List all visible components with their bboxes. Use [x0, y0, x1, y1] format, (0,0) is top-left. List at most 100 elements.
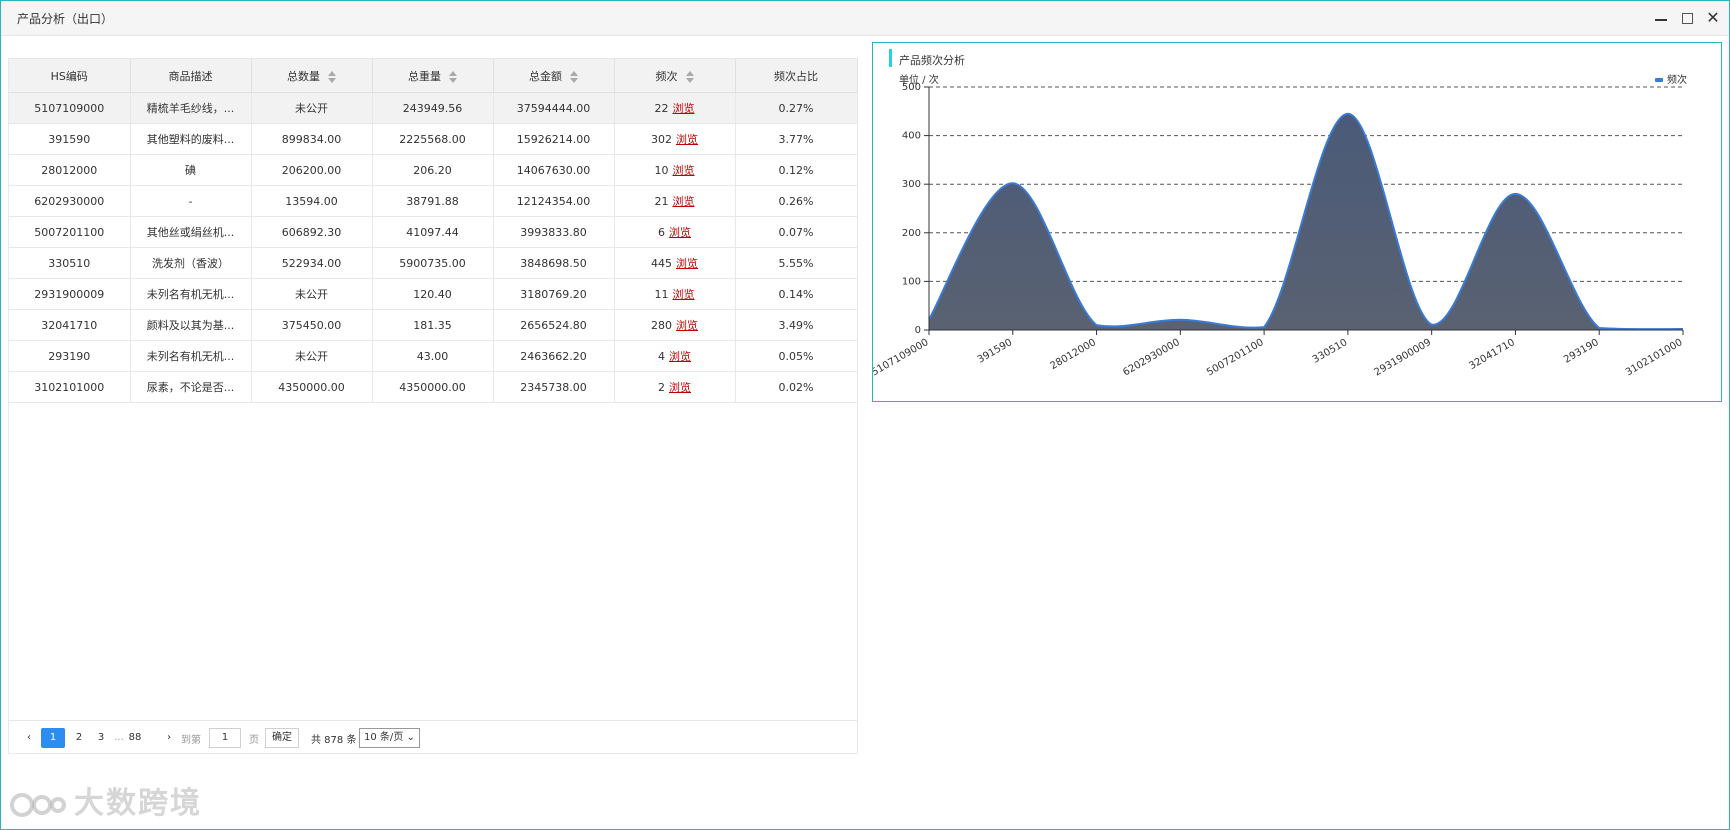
column-header-label: 商品描述 — [168, 69, 213, 83]
cell-freq: 302 浏览 — [614, 123, 736, 155]
column-header-label: HS编码 — [50, 69, 88, 83]
cell-value: 5007201100 — [34, 225, 105, 239]
maximize-icon[interactable] — [1679, 10, 1695, 26]
table-row[interactable]: 391590 其他塑料的废料... 899834.00 2225568.00 15926… — [9, 123, 858, 155]
title-bar: 产品分析（出口） ✕ — [1, 1, 1729, 36]
cell-desc: 洗发剂（香波） — [130, 247, 252, 279]
product-table: HS编码 商品描述 总数量 总重量 总金额 频次 频次占比 5107109000 精梳羊毛纱线… — [9, 59, 858, 403]
cell-desc: 其他塑料的废料... — [130, 123, 252, 155]
cell-qty: 未公开 — [251, 340, 373, 372]
page-size-select[interactable]: 10 条/页 ⌄ — [359, 728, 420, 748]
table-row[interactable]: 293190 未列名有机无机... 未公开 43.00 2463662.20 4 浏览 0.0… — [9, 340, 858, 372]
cell-value: 颜料及以其为基... — [146, 319, 235, 332]
cell-amount: 3848698.50 — [493, 247, 615, 279]
x-tick-label: 3102101000 — [1624, 337, 1685, 378]
cell-qty: 375450.00 — [251, 309, 373, 341]
column-header-label: 总金额 — [529, 69, 562, 83]
table-row[interactable]: 2931900009 未列名有机无机... 未公开 120.40 3180769.20 1… — [9, 278, 858, 310]
column-header-label: 频次占比 — [774, 69, 818, 83]
page-button-3[interactable]: 3 — [97, 732, 105, 743]
cell-amount: 2656524.80 — [493, 309, 615, 341]
cell-value: 293190 — [48, 349, 91, 363]
browse-link[interactable]: 浏览 — [676, 133, 698, 146]
sort-icon[interactable] — [328, 70, 336, 83]
cell-value: 43.00 — [416, 349, 449, 363]
sort-icon[interactable] — [570, 70, 578, 83]
cell-value: 3.77% — [778, 132, 814, 146]
cell-value: 32041710 — [41, 318, 98, 332]
next-page-button[interactable]: › — [167, 732, 171, 743]
y-tick-label: 300 — [902, 179, 921, 190]
browse-link[interactable]: 浏览 — [676, 319, 698, 332]
browse-link[interactable]: 浏览 — [672, 164, 695, 177]
cell-value: 4 — [658, 350, 665, 363]
cell-value: 3993833.80 — [520, 225, 587, 239]
cell-amount: 15926214.00 — [493, 123, 615, 155]
x-tick-label: 391590 — [976, 337, 1015, 366]
sort-icon[interactable] — [449, 70, 457, 83]
cell-share: 3.49% — [735, 309, 858, 341]
x-tick-label: 293190 — [1562, 337, 1601, 366]
cell-value: 洗发剂（香波） — [152, 257, 229, 270]
product-table-panel: HS编码 商品描述 总数量 总重量 总金额 频次 频次占比 5107109000 精梳羊毛纱线… — [8, 58, 858, 754]
column-header-3[interactable]: 总重量 — [372, 59, 494, 93]
table-row[interactable]: 28012000 碘 206200.00 206.20 14067630.00 10 浏览 0… — [9, 154, 858, 186]
table-row[interactable]: 5107109000 精梳羊毛纱线，... 未公开 243949.56 37594444… — [9, 92, 858, 124]
cell-desc: 尿素，不论是否... — [130, 371, 252, 403]
cell-value: 0.02% — [778, 380, 814, 394]
chart-panel: 产品频次分析 单位 / 次 0 100 200 300 400 500 5107109000 3… — [872, 42, 1722, 402]
x-tick-label: 5107109000 — [873, 337, 931, 378]
cell-share: 0.05% — [735, 340, 858, 372]
x-tick-label: 32041710 — [1467, 337, 1517, 372]
cell-hs: 6202930000 — [9, 185, 131, 217]
cell-value: 2 — [658, 381, 665, 394]
page-button-last[interactable]: 88 — [128, 732, 142, 743]
cell-value: 38791.88 — [406, 194, 459, 208]
cell-weight: 38791.88 — [372, 185, 494, 217]
cell-weight: 5900735.00 — [372, 247, 494, 279]
sort-icon[interactable] — [685, 70, 694, 83]
table-row[interactable]: 32041710 颜料及以其为基... 375450.00 181.35 2656524… — [9, 309, 858, 341]
cell-value: 6 — [658, 226, 665, 239]
goto-confirm-button[interactable]: 确定 — [265, 728, 299, 748]
cell-value: 330510 — [48, 256, 91, 270]
cell-value: 2463662.20 — [520, 349, 587, 363]
cell-weight: 181.35 — [372, 309, 494, 341]
chart-title-accent — [889, 49, 892, 67]
browse-link[interactable]: 浏览 — [672, 288, 695, 301]
table-row[interactable]: 330510 洗发剂（香波） 522934.00 5900735.00 3848698.… — [9, 247, 858, 279]
table-row[interactable]: 3102101000 尿素，不论是否... 4350000.00 4350000.00… — [9, 371, 858, 403]
table-row[interactable]: 5007201100 其他丝或绢丝机... 606892.30 41097.44 399… — [9, 216, 858, 248]
column-header-2[interactable]: 总数量 — [251, 59, 373, 93]
column-header-6: 频次占比 — [735, 59, 858, 93]
x-tick-label: 2931900009 — [1373, 337, 1434, 378]
cell-weight: 41097.44 — [372, 216, 494, 248]
page-button-1[interactable]: 1 — [41, 728, 65, 748]
browse-link[interactable]: 浏览 — [669, 381, 691, 394]
cell-hs: 3102101000 — [9, 371, 131, 403]
cell-hs: 5107109000 — [9, 92, 131, 124]
page-button-2[interactable]: 2 — [75, 732, 83, 743]
browse-link[interactable]: 浏览 — [672, 102, 695, 115]
browse-link[interactable]: 浏览 — [672, 195, 695, 208]
legend-swatch — [1655, 78, 1663, 82]
cell-qty: 4350000.00 — [251, 371, 373, 403]
table-row[interactable]: 6202930000 - 13594.00 38791.88 12124354.00 21… — [9, 185, 858, 217]
series-line-frequency — [928, 112, 1684, 331]
browse-link[interactable]: 浏览 — [676, 257, 698, 270]
cell-desc: 颜料及以其为基... — [130, 309, 252, 341]
cell-amount: 2463662.20 — [493, 340, 615, 372]
cell-hs: 293190 — [9, 340, 131, 372]
browse-link[interactable]: 浏览 — [669, 350, 691, 363]
x-tick-label: 5007201100 — [1205, 337, 1266, 378]
cell-value: 2225568.00 — [399, 132, 466, 146]
column-header-5[interactable]: 频次 — [614, 59, 736, 93]
column-header-4[interactable]: 总金额 — [493, 59, 615, 93]
goto-page-input[interactable]: 1 — [209, 728, 241, 748]
browse-link[interactable]: 浏览 — [669, 226, 691, 239]
chevron-down-icon: ⌄ — [406, 732, 415, 743]
close-icon[interactable]: ✕ — [1706, 8, 1720, 27]
prev-page-button[interactable]: ‹ — [27, 732, 31, 743]
cell-qty: 206200.00 — [251, 154, 373, 186]
minimize-icon[interactable] — [1653, 10, 1669, 26]
